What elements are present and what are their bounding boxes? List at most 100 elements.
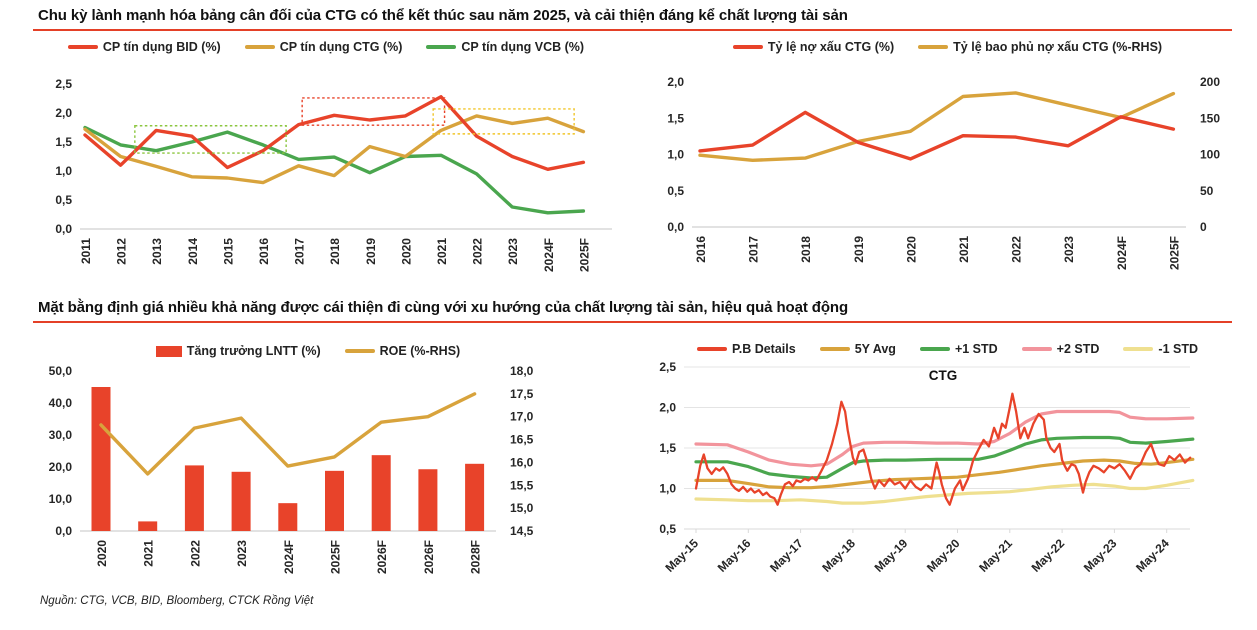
legend-label: P.B Details <box>732 342 796 356</box>
y-axis-tick-label: 20,0 <box>49 460 73 474</box>
x-axis-tick-label: 2026F <box>375 540 389 574</box>
legend-item: -1 STD <box>1123 342 1198 356</box>
bar <box>138 521 158 531</box>
x-axis-tick-label: 2022 <box>1010 236 1024 263</box>
legend-item: Tỷ lệ nợ xấu CTG (%) <box>732 40 894 54</box>
x-axis-tick-label: 2020 <box>399 238 413 265</box>
x-axis-tick-label: 2024F <box>1115 236 1129 270</box>
x-axis-tick-label: 2024F <box>542 238 556 272</box>
section1-title: Chu kỳ lành mạnh hóa bảng cân đối của CT… <box>38 7 848 24</box>
bar <box>325 470 344 531</box>
legend-line-swatch-icon <box>732 45 763 49</box>
y-axis-right-tick-label: 15,5 <box>510 478 534 492</box>
x-axis-tick-label: 2016 <box>257 238 271 265</box>
annotation-box <box>134 125 287 154</box>
chart-title: CTG <box>929 368 958 383</box>
legend-label: Tăng trưởng LNTT (%) <box>186 344 321 358</box>
chart2-legend: Tỷ lệ nợ xấu CTG (%) Tỷ lệ bao phủ nợ xấu… <box>638 38 1257 56</box>
legend-label: CP tín dụng BID (%) <box>102 40 221 54</box>
legend-line-swatch-icon <box>344 349 375 353</box>
x-axis-tick-label: May-18 <box>819 536 858 575</box>
series-line <box>83 95 586 172</box>
x-axis-tick-label: 2014 <box>186 238 200 265</box>
chart4-legend: P.B Details 5Y Avg +1 STD +2 STD -1 STD <box>638 340 1257 358</box>
series-line <box>83 125 586 215</box>
x-axis-tick-label: 2017 <box>293 238 307 265</box>
series-line <box>694 478 1195 505</box>
x-axis-tick-label: 2020 <box>904 236 918 263</box>
legend-line-swatch-icon <box>918 45 949 49</box>
y-axis-right-tick-label: 0 <box>1200 220 1207 234</box>
y-axis-tick-label: 2,5 <box>659 360 676 374</box>
bar <box>184 465 204 531</box>
annotation-box <box>301 97 446 126</box>
x-axis-tick-label: 2028F <box>469 540 483 574</box>
chart-npl-coverage: Tỷ lệ nợ xấu CTG (%) Tỷ lệ bao phủ nợ xấu… <box>638 38 1257 297</box>
y-axis-tick-label: 0,5 <box>659 522 676 536</box>
x-axis-tick-label: 2023 <box>1062 236 1076 263</box>
x-axis-tick-label: May-15 <box>662 536 701 575</box>
bar <box>418 469 438 531</box>
x-axis-tick-label: May-20 <box>924 536 963 575</box>
source-note: Nguồn: CTG, VCB, BID, Bloomberg, CTCK Rồ… <box>40 595 314 607</box>
legend-line-swatch-icon <box>426 45 457 49</box>
y-axis-right-tick-label: 16,0 <box>510 455 534 469</box>
bar <box>278 503 298 531</box>
y-axis-right-tick-label: 15,0 <box>510 501 534 515</box>
legend-item: Tỷ lệ bao phủ nợ xấu CTG (%-RHS) <box>918 40 1162 54</box>
legend-label: ROE (%-RHS) <box>379 344 461 358</box>
chart3-plot: 0,0 10,0 20,0 30,0 40,0 50,0 14,5 15,0 15,5 16,0 1… <box>49 364 534 574</box>
y-axis-right-tick-label: 200 <box>1200 75 1220 89</box>
y-axis-tick-label: 0,0 <box>667 220 684 234</box>
legend-label: CP tín dụng VCB (%) <box>461 40 585 54</box>
chart-credit-cost: CP tín dụng BID (%) CP tín dụng CTG (%) CP… <box>36 38 616 297</box>
y-axis-tick-label: 50,0 <box>49 364 73 378</box>
annotation-box <box>432 108 575 135</box>
chart1-legend: CP tín dụng BID (%) CP tín dụng CTG (%) CP… <box>36 38 616 56</box>
series-line <box>694 392 1192 506</box>
x-axis-tick-label: 2023 <box>506 238 520 265</box>
series-line <box>694 409 1195 468</box>
x-axis-tick-label: 2017 <box>747 236 761 263</box>
x-axis-tick-label: 2021 <box>142 540 156 567</box>
x-axis-tick-label: 2022 <box>471 238 485 265</box>
x-axis-tick-label: 2013 <box>150 238 164 265</box>
y-axis-tick-label: 2,5 <box>55 77 72 91</box>
legend-line-swatch-icon <box>919 347 950 351</box>
y-axis-tick-label: 1,5 <box>659 441 676 455</box>
x-axis-tick-label: 2019 <box>364 238 378 265</box>
x-axis-tick-label: May-23 <box>1081 536 1120 575</box>
x-axis-tick-label: 2025F <box>1167 236 1181 270</box>
x-axis-tick-label: May-16 <box>715 536 754 575</box>
y-axis-right-tick-label: 14,5 <box>510 524 534 538</box>
x-axis-tick-label: May-17 <box>767 536 806 575</box>
series-line <box>698 110 1176 161</box>
x-axis-tick-label: May-24 <box>1133 536 1172 575</box>
legend-bar-swatch-icon <box>155 345 182 357</box>
legend-item: CP tín dụng VCB (%) <box>426 40 584 54</box>
x-axis-tick-label: 2019 <box>852 236 866 263</box>
bar-series <box>91 387 485 531</box>
series-line <box>694 435 1195 480</box>
y-axis-right-tick-label: 16,5 <box>510 433 534 447</box>
y-axis-tick-label: 1,5 <box>667 111 684 125</box>
series-line <box>99 392 477 476</box>
y-axis-tick-label: 0,0 <box>55 222 72 236</box>
y-axis-tick-label: 1,5 <box>55 135 72 149</box>
y-axis-tick-label: 2,0 <box>667 75 684 89</box>
y-axis-tick-label: 1,0 <box>659 482 676 496</box>
y-axis-right-tick-label: 100 <box>1200 148 1220 162</box>
y-axis-tick-label: 30,0 <box>49 428 73 442</box>
chart-pb-valuation: P.B Details 5Y Avg +1 STD +2 STD -1 STD 0,5 1… <box>638 340 1257 630</box>
section1-rule <box>33 29 1232 31</box>
series-line <box>698 91 1176 163</box>
x-axis-tick-label: 2023 <box>235 540 249 567</box>
y-axis-right-tick-label: 50 <box>1200 184 1214 198</box>
y-axis-right-tick-label: 18,0 <box>510 364 534 378</box>
legend-label: Tỷ lệ bao phủ nợ xấu CTG (%-RHS) <box>953 40 1163 54</box>
chart1-plot: 0,0 0,5 1,0 1,5 2,0 2,5 2011 2012 2013 2014 2015 20… <box>55 77 612 272</box>
series-line <box>694 457 1195 490</box>
y-axis-right-tick-label: 150 <box>1200 111 1220 125</box>
legend-line-swatch-icon <box>819 347 850 351</box>
